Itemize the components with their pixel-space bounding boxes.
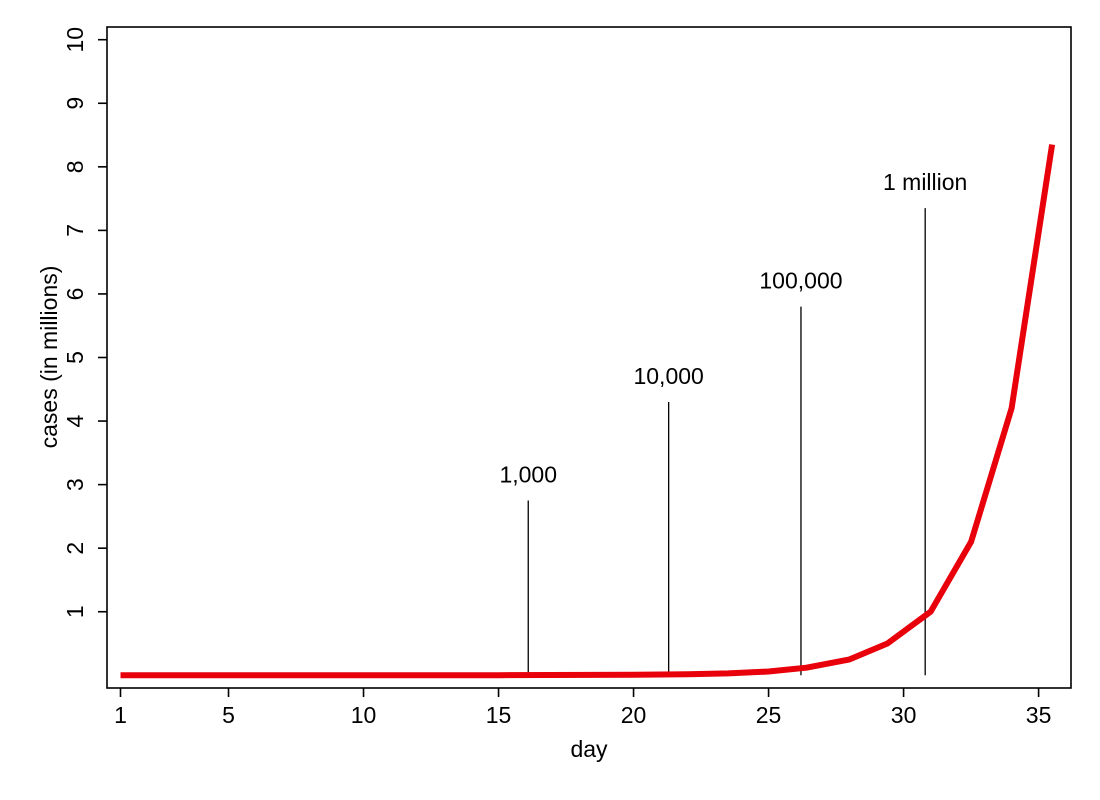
annotation-label: 10,000 xyxy=(633,363,703,389)
x-tick-label: 10 xyxy=(351,702,377,728)
y-tick-label: 10 xyxy=(62,27,88,53)
y-tick-label: 1 xyxy=(62,605,88,618)
x-axis: 1 5 10 15 20 25 30 35 xyxy=(114,688,1051,728)
x-tick-label: 30 xyxy=(891,702,917,728)
annotation-label: 1,000 xyxy=(499,462,557,488)
x-tick-label: 1 xyxy=(114,702,127,728)
y-tick-label: 4 xyxy=(62,414,88,427)
annotation-label: 1 million xyxy=(883,169,967,195)
y-tick-label: 2 xyxy=(62,542,88,555)
y-tick-label: 9 xyxy=(62,97,88,110)
x-tick-label: 25 xyxy=(756,702,782,728)
x-tick-label: 20 xyxy=(621,702,647,728)
y-axis: 1 2 3 4 5 6 7 8 9 10 xyxy=(62,27,107,618)
series-layer xyxy=(120,144,1056,679)
x-tick-label: 5 xyxy=(222,702,235,728)
annotation-label: 100,000 xyxy=(759,268,842,294)
x-axis-title: day xyxy=(570,736,608,762)
y-axis-title: cases (in millions) xyxy=(36,266,62,449)
y-tick-label: 3 xyxy=(62,478,88,491)
y-tick-label: 5 xyxy=(62,351,88,364)
x-tick-label: 15 xyxy=(486,702,512,728)
y-tick-label: 8 xyxy=(62,160,88,173)
plot-frame xyxy=(106,26,1072,689)
series-line xyxy=(120,144,1056,679)
x-tick-label: 35 xyxy=(1026,702,1052,728)
y-tick-label: 6 xyxy=(62,288,88,301)
y-tick-label: 7 xyxy=(62,224,88,237)
annotations: 1,000 10,000 100,000 1 million xyxy=(499,169,967,676)
